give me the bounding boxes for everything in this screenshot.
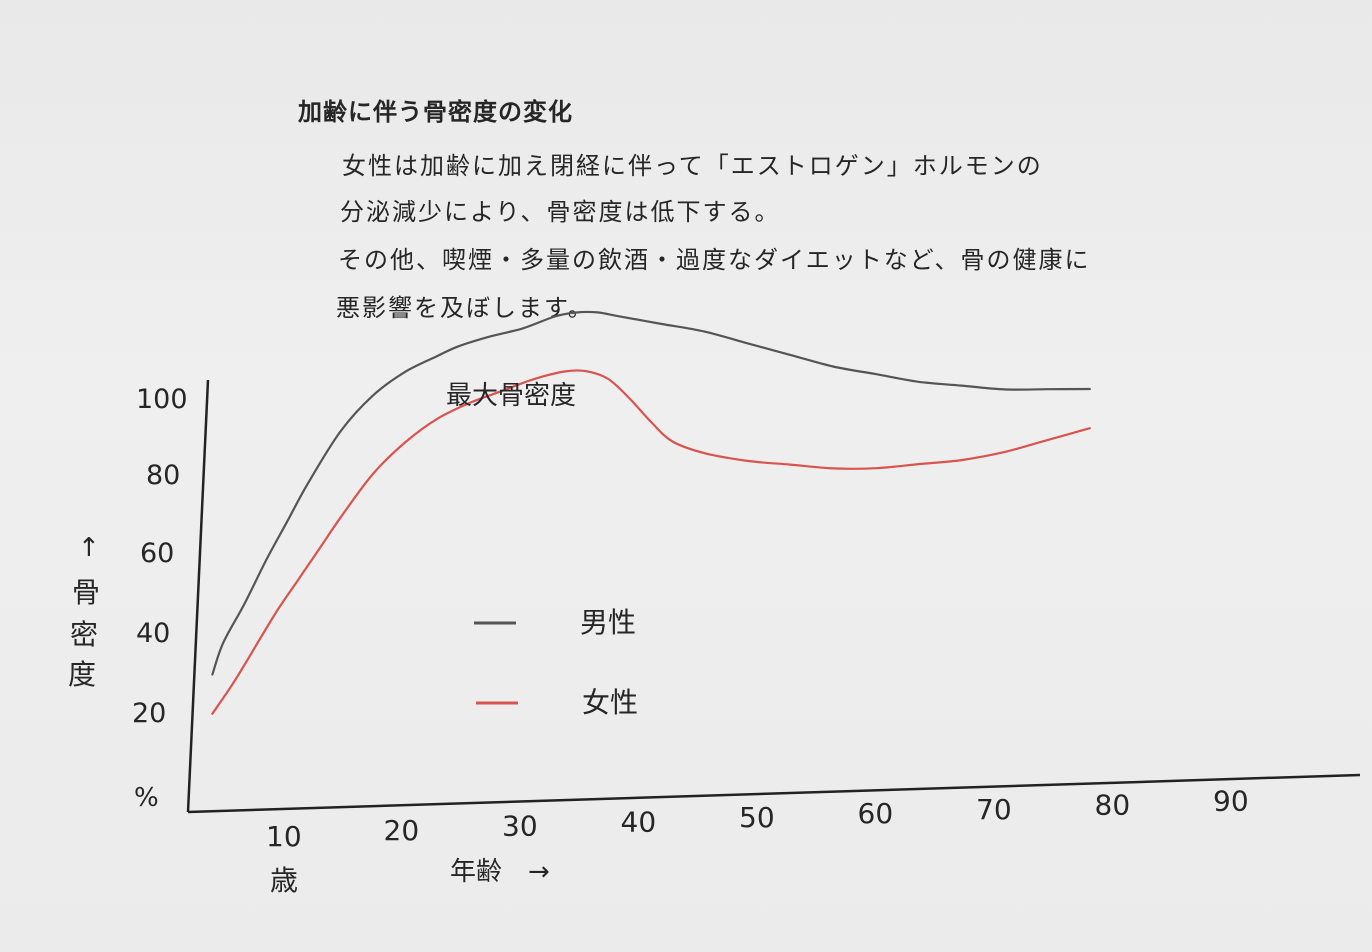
y-unit-label: %: [134, 783, 159, 813]
x-tick-label: 50: [739, 801, 775, 834]
legend: 男性 女性: [474, 606, 638, 719]
x-tick-label: 30: [502, 810, 538, 843]
x-tick-label: 60: [858, 797, 894, 830]
x-axis-line: [187, 773, 1361, 814]
x-tick-label: 70: [976, 793, 1012, 826]
peak-annotation: 最大骨密度: [446, 381, 576, 411]
x-tick-labels: 20 30 40 50 60 70 80 90: [384, 784, 1249, 846]
page-heading: 加齢に伴う骨密度の変化: [298, 98, 573, 126]
y-tick-label: 20: [132, 698, 166, 729]
y-tick-label: 60: [140, 538, 174, 569]
y-tick-label: 40: [136, 618, 170, 649]
y-axis-label-char: 度: [68, 658, 96, 691]
y-axis-line: [186, 379, 210, 813]
y-axis-label-char: 密: [70, 618, 98, 651]
y-tick-labels: 20 40 60 80 100: [132, 384, 188, 729]
paragraph-line-1: 女性は加齢に加え閉経に伴って「エストロゲン」ホルモンの: [342, 152, 1043, 180]
chart-axes: [186, 379, 1361, 814]
y-axis-label-char: 骨: [72, 576, 100, 609]
x-unit-char: 歳: [270, 864, 298, 897]
paragraph-line-3: その他、喫煙・多量の飲酒・過度なダイエットなど、骨の健康に: [338, 246, 1091, 274]
x-tick-label: 90: [1213, 784, 1249, 817]
x-tick-label: 80: [1095, 789, 1131, 822]
y-axis-label-char: ↑: [78, 533, 100, 563]
legend-label-female: 女性: [582, 686, 638, 719]
series-layer: [211, 310, 1091, 715]
x-axis-label: 年齢 →: [450, 857, 550, 887]
series-line-female: [211, 369, 1091, 715]
x-tick-label: 40: [621, 805, 657, 838]
x-unit-number: 10: [266, 820, 302, 853]
y-tick-label: 100: [136, 384, 188, 415]
y-tick-label: 80: [146, 460, 180, 491]
x-tick-label: 20: [384, 814, 420, 847]
series-line-male: [211, 310, 1091, 676]
legend-label-male: 男性: [580, 606, 636, 639]
paragraph-line-2: 分泌減少により、骨密度は低下する。: [340, 198, 781, 226]
y-axis-label: ↑ 骨 密 度: [68, 533, 100, 691]
